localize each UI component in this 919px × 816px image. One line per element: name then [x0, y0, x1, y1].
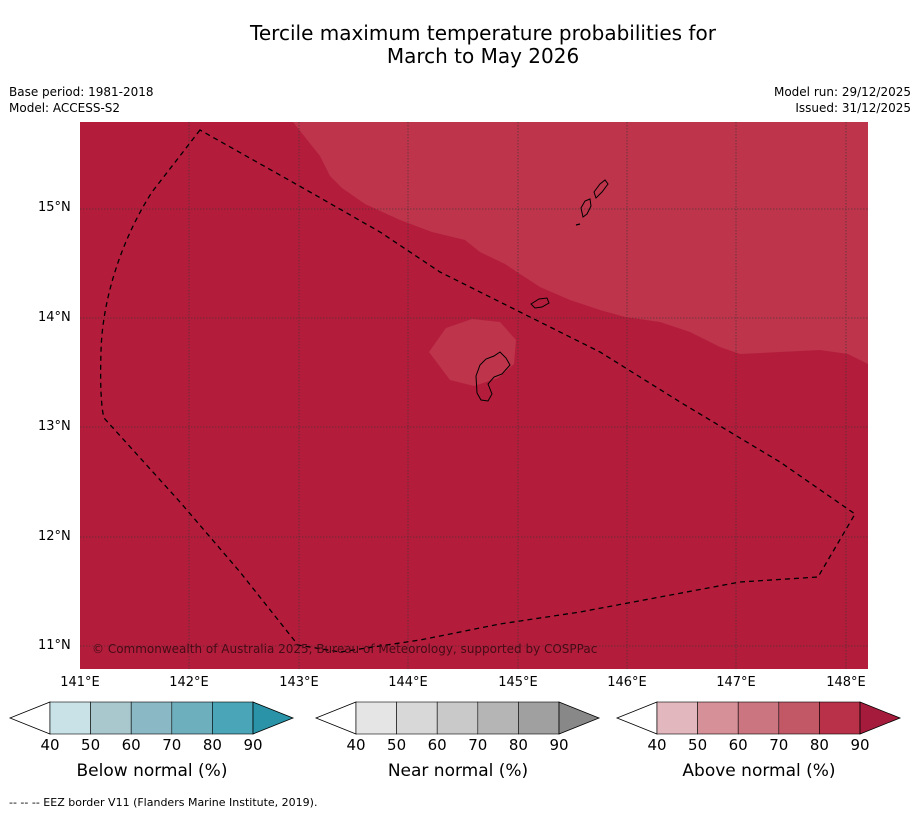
eez-legend: -- -- -- EEZ border V11 (Flanders Marine…	[9, 796, 318, 809]
colorbar-below-segment-2	[90, 701, 132, 735]
colorbar-above-low-extend	[615, 701, 658, 735]
lon-label-147: 147°E	[716, 675, 756, 690]
lat-label-12: 12°N	[38, 529, 71, 544]
lon-label-141: 141°E	[60, 675, 100, 690]
colorbar-near-segment-4	[477, 701, 519, 735]
lon-label-144: 144°E	[388, 675, 428, 690]
map-panel: © Commonwealth of Australia 2025, Bureau…	[80, 122, 868, 669]
colorbar-below-tick-60: 60	[121, 736, 141, 754]
copyright-text: © Commonwealth of Australia 2025, Bureau…	[92, 642, 597, 656]
colorbar-below-segment-4	[171, 701, 213, 735]
base-period: Base period: 1981-2018	[9, 85, 154, 99]
probability-region-70-80	[293, 122, 868, 364]
island-saipan	[593, 179, 609, 199]
colorbar-near-tick-90: 90	[549, 736, 569, 754]
colorbar-above-segment-1	[656, 701, 698, 735]
colorbar-above-tick-70: 70	[769, 736, 789, 754]
colorbar-above	[615, 701, 902, 735]
colorbar-near-segment-1	[355, 701, 397, 735]
colorbar-label-below: Below normal (%)	[76, 761, 228, 781]
title-line-2: March to May 2026	[386, 44, 580, 68]
island-tinian	[580, 198, 592, 218]
island-guam	[475, 351, 511, 402]
colorbar-near-tick-70: 70	[468, 736, 488, 754]
colorbar-below-tick-50: 50	[81, 736, 101, 754]
colorbar-above-segment-5	[819, 701, 861, 735]
lon-label-143: 143°E	[279, 675, 319, 690]
colorbar-above-tick-60: 60	[728, 736, 748, 754]
probability-region-blob	[429, 319, 516, 386]
colorbar-below-segment-3	[130, 701, 173, 735]
lat-label-11: 11°N	[38, 638, 71, 653]
colorbar-near-tick-80: 80	[508, 736, 528, 754]
colorbar-above-segment-2	[697, 701, 739, 735]
colorbar-label-above: Above normal (%)	[682, 761, 836, 781]
colorbar-above-tick-80: 80	[809, 736, 829, 754]
eez-border	[99, 129, 856, 653]
lon-label-142: 142°E	[169, 675, 209, 690]
colorbar-near-segment-3	[436, 701, 479, 735]
lon-label-145: 145°E	[498, 675, 538, 690]
islands	[475, 179, 609, 402]
colorbar-near-segment-5	[518, 701, 560, 735]
lat-label-15: 15°N	[38, 200, 71, 215]
lon-label-146: 146°E	[607, 675, 647, 690]
colorbar-label-near: Near normal (%)	[387, 761, 529, 781]
colorbar-above-segment-4	[778, 701, 820, 735]
colorbar-above-tick-50: 50	[688, 736, 708, 754]
colorbar-below-high-extend	[252, 701, 295, 735]
colorbar-near-low-extend	[314, 701, 357, 735]
model-name: Model: ACCESS-S2	[9, 101, 121, 115]
lat-label-13: 13°N	[38, 419, 71, 434]
lat-label-14: 14°N	[38, 310, 71, 325]
colorbar-above-tick-40: 40	[647, 736, 667, 754]
colorbar-below-segment-5	[212, 701, 254, 735]
meta-left: Base period: 1981-2018 Model: ACCESS-S2	[9, 84, 154, 116]
colorbar-above-tick-90: 90	[850, 736, 870, 754]
colorbar-below-tick-40: 40	[40, 736, 60, 754]
chart-title: Tercile maximum temperature probabilitie…	[0, 22, 919, 68]
colorbar-below-segment-1	[49, 701, 91, 735]
colorbar-below-tick-80: 80	[202, 736, 222, 754]
colorbar-below	[8, 701, 295, 735]
colorbar-near-high-extend	[558, 701, 601, 735]
colorbar-near	[314, 701, 601, 735]
model-run: Model run: 29/12/2025	[773, 85, 911, 99]
meta-right: Model run: 29/12/2025 Issued: 31/12/2025	[774, 84, 911, 116]
colorbar-below-tick-70: 70	[162, 736, 182, 754]
colorbar-near-tick-40: 40	[346, 736, 366, 754]
colorbar-above-segment-3	[737, 701, 780, 735]
gridlines	[80, 122, 868, 669]
issued-date: Issued: 31/12/2025	[795, 101, 911, 115]
lon-label-148: 148°E	[826, 675, 866, 690]
colorbar-near-tick-60: 60	[427, 736, 447, 754]
map-svg: © Commonwealth of Australia 2025, Bureau…	[80, 122, 868, 669]
colorbar-below-low-extend	[8, 701, 51, 735]
island-aguijan	[575, 223, 581, 226]
colorbar-above-high-extend	[859, 701, 902, 735]
colorbars	[8, 701, 902, 735]
colorbar-near-segment-2	[396, 701, 438, 735]
colorbar-near-tick-50: 50	[387, 736, 407, 754]
title-line-1: Tercile maximum temperature probabilitie…	[250, 21, 716, 45]
colorbar-below-tick-90: 90	[243, 736, 263, 754]
island-rota	[530, 297, 550, 309]
